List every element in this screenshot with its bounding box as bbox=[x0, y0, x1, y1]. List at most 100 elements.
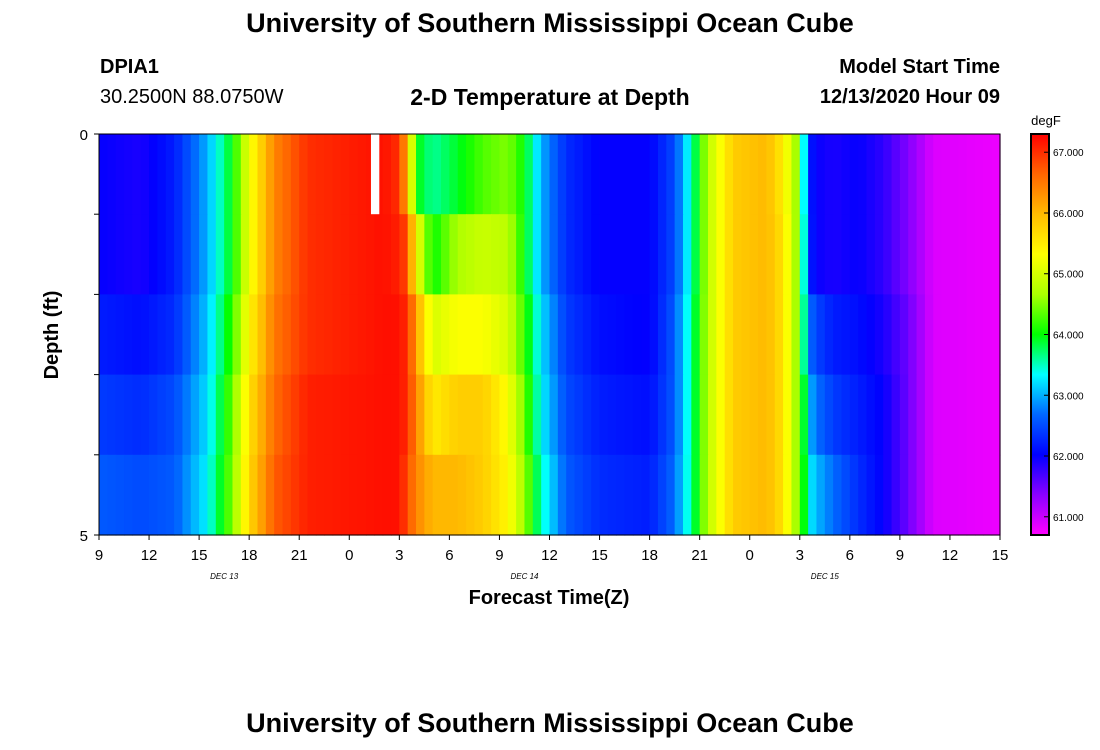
heatmap-cell bbox=[265, 134, 275, 215]
heatmap-cell bbox=[708, 134, 717, 215]
heatmap-cell bbox=[824, 454, 834, 536]
heatmap-cell bbox=[758, 374, 767, 456]
heatmap-cell bbox=[849, 374, 859, 456]
heatmap-cell bbox=[574, 374, 584, 456]
heatmap-cell bbox=[949, 214, 959, 295]
heatmap-cell bbox=[349, 134, 359, 215]
heatmap-cell bbox=[874, 214, 884, 295]
heatmap-cell bbox=[232, 214, 242, 295]
heatmap-cell bbox=[157, 374, 167, 456]
x-tick-label: 15 bbox=[591, 547, 608, 564]
heatmap-cell bbox=[916, 294, 926, 376]
heatmap-cell bbox=[99, 294, 108, 376]
heatmap-cell bbox=[299, 214, 309, 295]
heatmap-cell bbox=[140, 134, 150, 215]
heatmap-cell bbox=[941, 294, 951, 376]
heatmap-cell bbox=[657, 294, 667, 376]
heatmap-cell bbox=[432, 454, 442, 536]
heatmap-cell bbox=[641, 454, 651, 536]
heatmap-cell bbox=[616, 294, 626, 376]
heatmap-cell bbox=[724, 134, 734, 215]
heatmap-cell bbox=[507, 374, 517, 456]
heatmap-cell bbox=[257, 214, 267, 295]
heatmap-cell bbox=[799, 374, 809, 456]
heatmap-cell bbox=[416, 454, 425, 536]
heatmap-cell bbox=[207, 294, 217, 376]
heatmap-cell bbox=[958, 294, 968, 376]
heatmap-cell bbox=[449, 454, 459, 536]
heatmap-cell bbox=[749, 214, 759, 295]
heatmap-cell bbox=[132, 134, 142, 215]
x-tick-label: 21 bbox=[691, 547, 708, 564]
heatmap-cell bbox=[466, 134, 476, 215]
heatmap-cell bbox=[232, 374, 242, 456]
heatmap-cell bbox=[399, 134, 409, 215]
heatmap-cell bbox=[174, 374, 184, 456]
heatmap-cell bbox=[557, 374, 567, 456]
heatmap-cell bbox=[357, 374, 367, 456]
heatmap-cell bbox=[449, 294, 459, 376]
heatmap-cell bbox=[874, 134, 884, 215]
heatmap-cell bbox=[257, 294, 267, 376]
heatmap-cell bbox=[365, 134, 375, 215]
heatmap-cell bbox=[374, 214, 384, 295]
heatmap-cell bbox=[624, 454, 634, 536]
heatmap-cell bbox=[182, 374, 192, 456]
heatmap-cell bbox=[766, 214, 776, 295]
heatmap-cell bbox=[708, 374, 717, 456]
colorbar-tick-label: 64.000 bbox=[1053, 331, 1084, 342]
heatmap-cell bbox=[632, 134, 642, 215]
heatmap-cell bbox=[140, 374, 150, 456]
heatmap-cell bbox=[924, 454, 934, 536]
heatmap-cell bbox=[641, 134, 651, 215]
heatmap-cell bbox=[749, 294, 759, 376]
heatmap-cell bbox=[716, 454, 726, 536]
heatmap-cell bbox=[624, 374, 634, 456]
heatmap-cell bbox=[582, 454, 592, 536]
heatmap-cell bbox=[908, 214, 918, 295]
heatmap-cell bbox=[524, 134, 534, 215]
x-tick-label: 9 bbox=[495, 547, 503, 564]
heatmap-cell bbox=[324, 294, 334, 376]
heatmap-cell bbox=[474, 294, 484, 376]
heatmap-cell bbox=[858, 134, 868, 215]
heatmap-cell bbox=[432, 134, 442, 215]
heatmap-cell bbox=[541, 134, 551, 215]
heatmap-cell bbox=[899, 294, 909, 376]
model-start-label: Model Start Time bbox=[839, 56, 1000, 78]
heatmap-cell bbox=[724, 294, 734, 376]
heatmap-cell bbox=[124, 374, 133, 456]
heatmap-cell bbox=[799, 214, 809, 295]
heatmap-cell bbox=[307, 214, 317, 295]
heatmap-cell bbox=[666, 214, 676, 295]
heatmap-cell bbox=[524, 454, 534, 536]
heatmap-cell bbox=[699, 374, 709, 456]
heatmap-cell bbox=[124, 214, 133, 295]
heatmap-cell bbox=[599, 454, 609, 536]
chart-subtitle: 2-D Temperature at Depth bbox=[410, 84, 690, 110]
heatmap-cell bbox=[566, 454, 576, 536]
heatmap-cell bbox=[949, 134, 959, 215]
heatmap-cell bbox=[516, 454, 526, 536]
heatmap-cell bbox=[290, 454, 300, 536]
heatmap-cell bbox=[332, 134, 342, 215]
heatmap-cell bbox=[983, 454, 993, 536]
heatmap-cell bbox=[649, 134, 659, 215]
heatmap-cell bbox=[340, 374, 350, 456]
heatmap-cell bbox=[424, 294, 434, 376]
heatmap-cell bbox=[958, 454, 968, 536]
heatmap-cell bbox=[174, 134, 184, 215]
heatmap-cell bbox=[190, 214, 200, 295]
heatmap-cell bbox=[607, 294, 617, 376]
heatmap-cell bbox=[808, 454, 818, 536]
heatmap-cell bbox=[858, 454, 868, 536]
heatmap-cell bbox=[441, 374, 450, 456]
x-tick-label: 9 bbox=[896, 547, 904, 564]
heatmap-cell bbox=[974, 214, 984, 295]
heatmap-cell bbox=[340, 214, 350, 295]
heatmap-cell bbox=[841, 294, 851, 376]
heatmap-cell bbox=[833, 294, 843, 376]
heatmap-cell bbox=[140, 454, 150, 536]
heatmap-cell bbox=[149, 134, 158, 215]
heatmap-cell bbox=[182, 134, 192, 215]
